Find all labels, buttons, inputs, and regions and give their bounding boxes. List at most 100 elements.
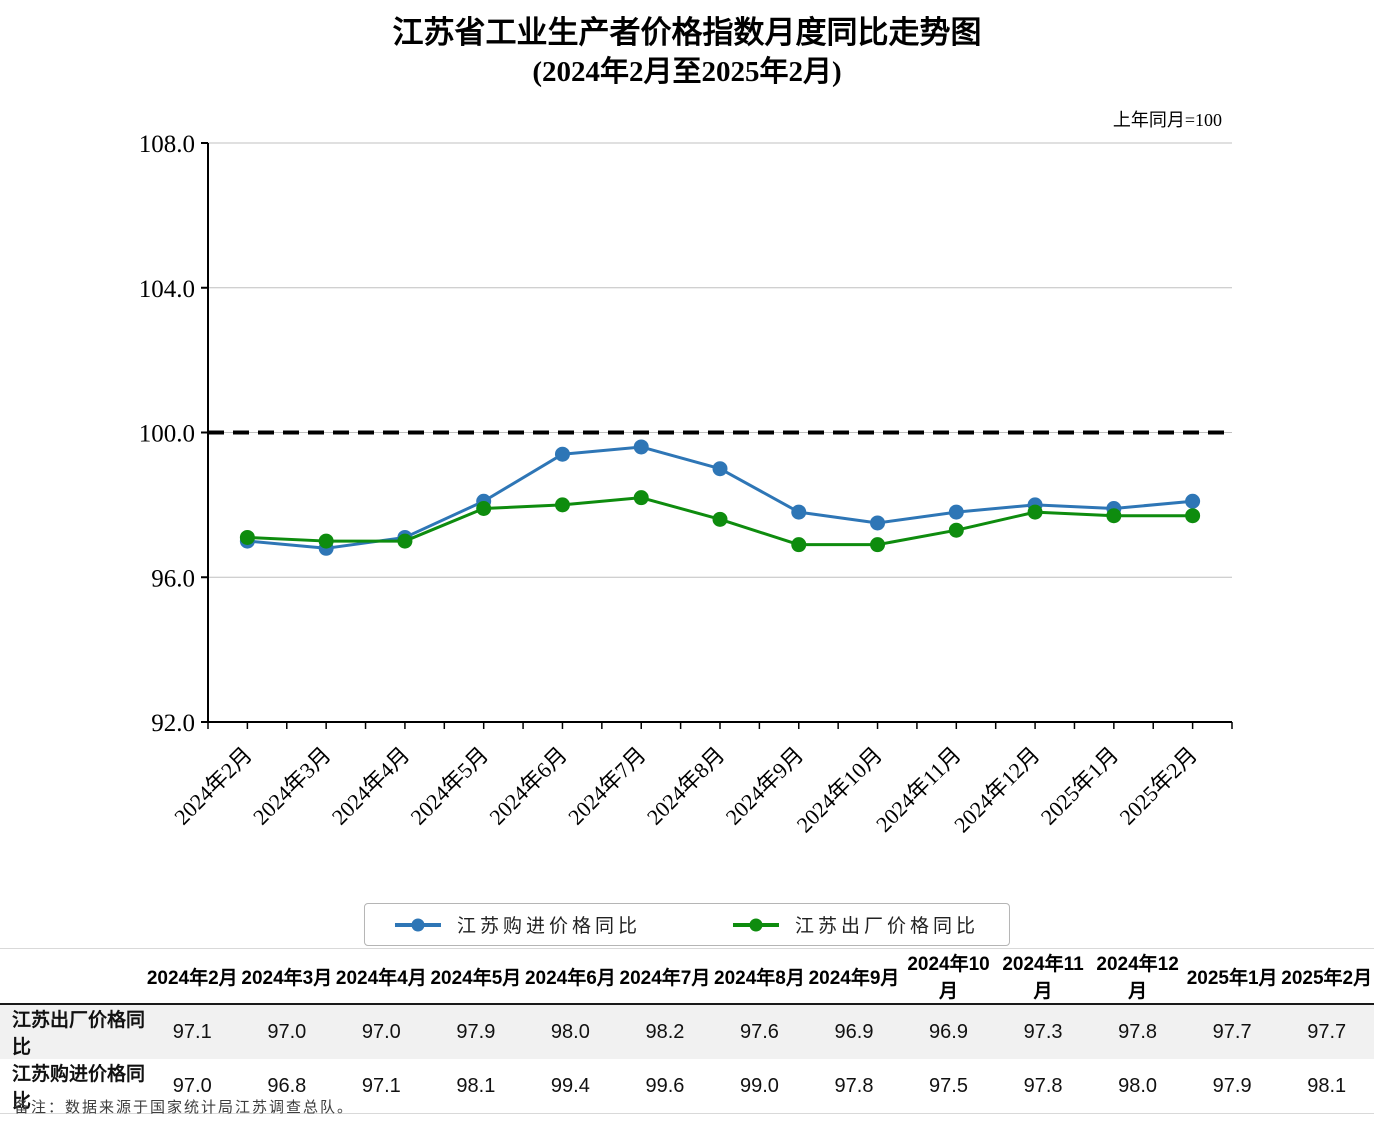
data-point-江苏出厂价格同比	[476, 500, 492, 516]
data-point-江苏出厂价格同比	[870, 537, 886, 553]
data-point-江苏出厂价格同比	[633, 490, 649, 506]
table-value-cell: 99.6	[645, 1074, 685, 1097]
data-point-江苏购进价格同比	[554, 446, 570, 462]
legend-marker-icon	[733, 918, 779, 932]
table-month-header: 2025年1月	[1184, 948, 1280, 1005]
table-value-cell: 97.8	[834, 1074, 874, 1097]
table-value-cell: 98.1	[1307, 1074, 1347, 1097]
data-point-江苏出厂价格同比	[239, 529, 255, 545]
chart-title-line1: 江苏省工业生产者价格指数月度同比走势图	[392, 15, 982, 50]
y-tick-label: 96.0	[151, 565, 195, 592]
table-value-cell: 96.8	[267, 1074, 307, 1097]
y-tick-label: 108.0	[139, 131, 195, 158]
table-value-cell: 97.0	[172, 1074, 212, 1097]
axis-unit-note: 上年同月=100	[1112, 110, 1222, 130]
data-point-江苏购进价格同比	[1185, 493, 1201, 509]
x-category-label: 2024年2月	[169, 742, 257, 830]
legend-dot-icon	[411, 918, 425, 931]
x-category-label: 2024年8月	[642, 742, 730, 830]
data-point-江苏出厂价格同比	[1106, 508, 1122, 524]
footnote: 备注：数据来源于国家统计局江苏调查总队。	[14, 1100, 355, 1116]
trend-chart: 92.096.0100.0104.0108.02024年2月2024年3月202…	[139, 131, 1233, 837]
table-value-cell: 97.3	[1023, 1020, 1063, 1043]
table-month-header: 2024年7月	[617, 948, 713, 1005]
data-point-江苏出厂价格同比	[318, 533, 334, 549]
table-value-cell: 97.6	[739, 1020, 779, 1043]
table-corner-cell	[0, 948, 145, 1005]
chart-title: 江苏省工业生产者价格指数月度同比走势图 (2024年2月至2025年2月)	[0, 0, 1374, 90]
table-head: 2024年2月 2024年3月 2024年4月 2024年5月 2024年6月 2024年…	[0, 948, 1374, 1005]
table-row: 江苏购进价格同比 97.0 96.8 97.1 98.1 99.4 99.6 99.0 97.8…	[0, 1059, 1374, 1114]
table-month-header: 2024年4月	[334, 948, 429, 1005]
table-value-cell: 97.8	[1118, 1020, 1158, 1043]
table-value-cell: 97.0	[361, 1020, 401, 1043]
x-category-label: 2024年5月	[406, 742, 494, 830]
table-month-header: 2025年2月	[1279, 948, 1374, 1005]
legend-label: 江苏购进价格同比	[456, 916, 641, 937]
legend-dot-icon	[749, 918, 763, 931]
data-point-江苏购进价格同比	[712, 461, 728, 477]
table-month-header: 2024年5月	[428, 948, 524, 1005]
data-point-江苏出厂价格同比	[1185, 508, 1201, 524]
data-point-江苏出厂价格同比	[712, 511, 728, 527]
table-value-cell: 96.9	[929, 1020, 968, 1043]
table-value-cell: 97.7	[1307, 1020, 1347, 1043]
x-category-label: 2024年3月	[248, 742, 336, 830]
table-value-cell: 99.4	[550, 1074, 590, 1097]
legend-item: 江苏购进价格同比	[394, 911, 641, 938]
table-header-row: 2024年2月 2024年3月 2024年4月 2024年5月 2024年6月 2024年…	[0, 948, 1374, 1005]
y-tick-label: 104.0	[139, 276, 195, 303]
legend-marker-icon	[394, 918, 441, 932]
x-category-label: 2025年2月	[1114, 742, 1202, 830]
table-value-cell: 97.1	[361, 1074, 401, 1097]
table-month-header: 2024年12月	[1090, 948, 1185, 1005]
data-point-江苏出厂价格同比	[948, 522, 964, 538]
table-month-header: 2024年6月	[523, 948, 618, 1005]
table-month-header: 2024年10月	[901, 948, 996, 1005]
data-point-江苏出厂价格同比	[791, 537, 807, 553]
table-value-cell: 98.0	[1118, 1074, 1158, 1097]
data-table: 2024年2月 2024年3月 2024年4月 2024年5月 2024年6月 2024年…	[0, 948, 1374, 1114]
table-value-cell: 97.7	[1212, 1020, 1252, 1043]
x-category-label: 2024年4月	[327, 742, 415, 830]
table-month-header: 2024年9月	[806, 948, 902, 1005]
data-point-江苏购进价格同比	[791, 504, 807, 520]
table-row: 江苏出厂价格同比 97.1 97.0 97.0 97.9 98.0 98.2 97.6 96.9…	[0, 1004, 1374, 1059]
table-row-label: 江苏出厂价格同比	[12, 1010, 146, 1058]
table-value-cell: 97.9	[1212, 1074, 1252, 1097]
table-value-cell: 98.1	[456, 1074, 496, 1097]
table-month-header: 2024年3月	[239, 948, 335, 1005]
legend-item: 江苏出厂价格同比	[733, 911, 979, 938]
table-value-cell: 97.1	[172, 1020, 212, 1043]
table-month-header: 2024年2月	[145, 948, 240, 1005]
data-point-江苏出厂价格同比	[554, 497, 570, 513]
table-value-cell: 99.0	[739, 1074, 779, 1097]
table-value-cell: 98.0	[550, 1020, 590, 1043]
table-body: 江苏出厂价格同比 97.1 97.0 97.0 97.9 98.0 98.2 97.6 96.9…	[0, 1004, 1374, 1114]
x-category-label: 2024年6月	[484, 742, 572, 830]
x-category-label: 2024年7月	[563, 742, 651, 830]
table-value-cell: 97.5	[929, 1074, 968, 1097]
chart-legend: 江苏购进价格同比 江苏出厂价格同比	[363, 903, 1011, 946]
table-value-cell: 96.9	[834, 1020, 874, 1043]
table-month-header: 2024年11月	[995, 948, 1091, 1005]
data-point-江苏购进价格同比	[633, 439, 649, 455]
table-value-cell: 97.0	[267, 1020, 307, 1043]
y-tick-label: 92.0	[151, 710, 195, 737]
y-tick-label: 100.0	[139, 421, 195, 448]
table-value-cell: 98.2	[645, 1020, 685, 1043]
x-category-label: 2024年12月	[949, 742, 1044, 837]
data-point-江苏出厂价格同比	[397, 533, 413, 549]
legend-label: 江苏出厂价格同比	[795, 916, 980, 937]
table-row-label: 江苏购进价格同比	[12, 1064, 146, 1112]
data-point-江苏购进价格同比	[948, 504, 964, 520]
x-category-label: 2024年10月	[792, 742, 887, 837]
data-point-江苏购进价格同比	[870, 515, 886, 531]
table-month-header: 2024年8月	[712, 948, 807, 1005]
data-point-江苏出厂价格同比	[1027, 504, 1043, 520]
table-value-cell: 97.8	[1023, 1074, 1063, 1097]
x-category-label: 2025年1月	[1036, 742, 1124, 830]
chart-title-line2: (2024年2月至2025年2月)	[532, 55, 842, 88]
data-table-wrap: 2024年2月 2024年3月 2024年4月 2024年5月 2024年6月 2024年…	[0, 948, 1374, 1114]
